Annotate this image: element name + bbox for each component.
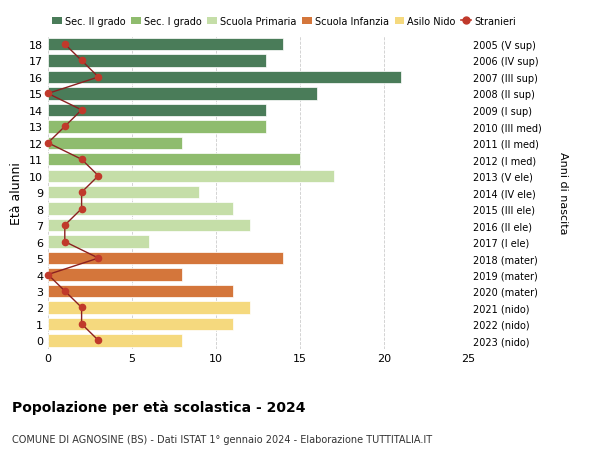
Bar (48, 121, 266, 133)
Point (77, 206, 86, 213)
Bar (48, 285, 233, 297)
Text: COMUNE DI AGNOSINE (BS) - Dati ISTAT 1° gennaio 2024 - Elaborazione TUTTITALIA.I: COMUNE DI AGNOSINE (BS) - Dati ISTAT 1° … (12, 434, 432, 444)
Point (77, 107, 86, 114)
Point (77, 304, 86, 312)
Point (77, 189, 86, 196)
Point (94, 173, 103, 180)
Bar (48, 236, 149, 248)
Point (77, 58, 86, 65)
Bar (48, 88, 317, 101)
Legend: Sec. II grado, Sec. I grado, Scuola Primaria, Scuola Infanzia, Asilo Nido, Stran: Sec. II grado, Sec. I grado, Scuola Prim… (48, 13, 520, 30)
Point (43, 90, 53, 98)
Bar (48, 203, 233, 215)
Y-axis label: Anni di nascita: Anni di nascita (558, 151, 568, 234)
Point (94, 337, 103, 344)
Point (43, 271, 53, 279)
Bar (48, 137, 182, 150)
Bar (48, 269, 182, 281)
Bar (48, 252, 283, 265)
Bar (48, 318, 233, 330)
Bar (48, 170, 334, 183)
Bar (48, 55, 266, 67)
Bar (48, 105, 266, 117)
Point (60, 288, 70, 295)
Bar (48, 72, 401, 84)
Point (43, 140, 53, 147)
Bar (48, 39, 283, 51)
Bar (48, 154, 300, 166)
Point (77, 320, 86, 328)
Point (60, 41, 70, 49)
Bar (48, 219, 250, 232)
Text: Popolazione per età scolastica - 2024: Popolazione per età scolastica - 2024 (12, 399, 305, 414)
Bar (48, 187, 199, 199)
Point (94, 255, 103, 262)
Point (94, 74, 103, 81)
Y-axis label: Età alunni: Età alunni (10, 162, 23, 224)
Point (60, 222, 70, 230)
Point (77, 156, 86, 163)
Point (60, 238, 70, 246)
Bar (48, 335, 182, 347)
Point (60, 123, 70, 131)
Bar (48, 302, 250, 314)
